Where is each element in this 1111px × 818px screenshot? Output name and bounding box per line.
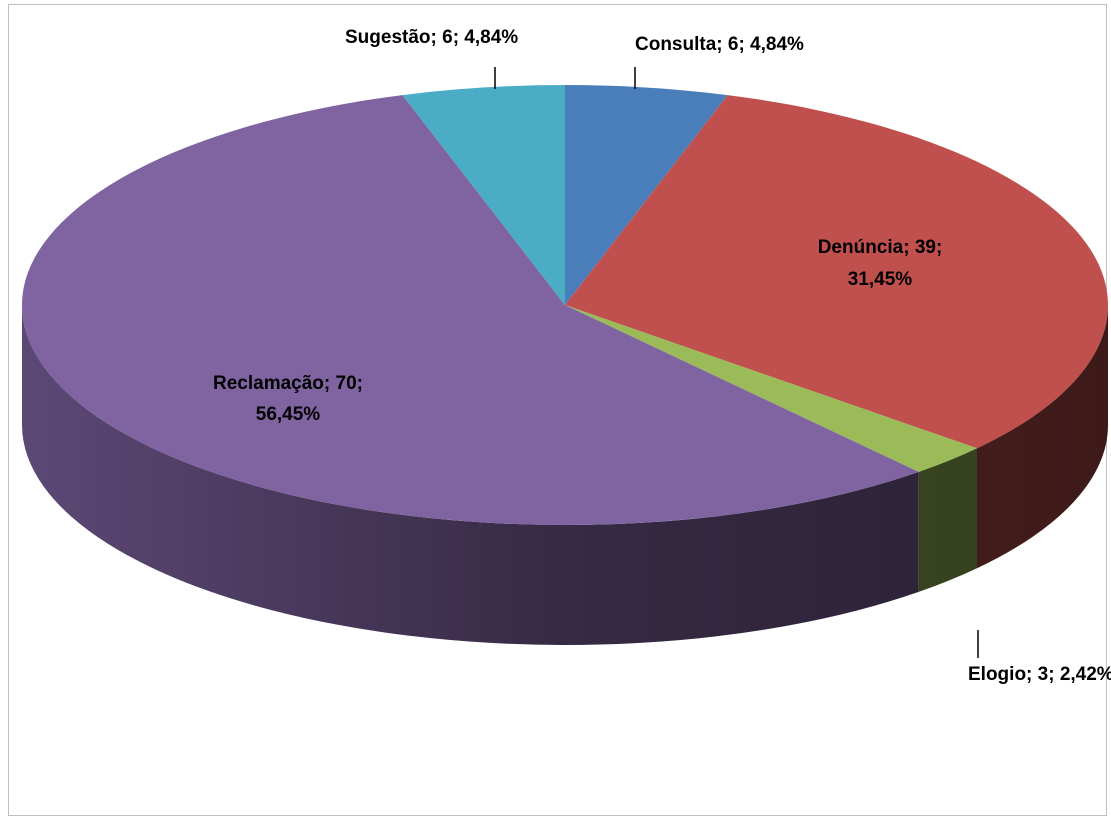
pie-side-reclamacao bbox=[22, 305, 919, 645]
pie-slice-reclamacao bbox=[22, 95, 919, 525]
slice-label-reclamacao: Reclamação; 70; bbox=[213, 373, 363, 394]
pie-side-elogio bbox=[918, 448, 978, 592]
pie-tops bbox=[22, 85, 1108, 525]
pie-slice-elogio bbox=[565, 305, 978, 472]
pie-slice-consulta bbox=[565, 85, 728, 305]
slice-label-consulta: Consulta; 6; 4,84% bbox=[635, 34, 804, 55]
slice-label-elogio: Elogio; 3; 2,42% bbox=[968, 664, 1111, 685]
pie-sides bbox=[22, 305, 1108, 645]
pie-slice-sugestao bbox=[402, 85, 565, 305]
leader-lines bbox=[494, 67, 979, 658]
slice-label-sugestao: Sugestão; 6; 4,84% bbox=[345, 27, 518, 48]
slice-percent-denuncia: 31,45% bbox=[848, 269, 913, 290]
slice-label-denuncia: Denúncia; 39; bbox=[818, 237, 943, 258]
pie-side-denuncia bbox=[977, 305, 1108, 569]
slice-percent-reclamacao: 56,45% bbox=[256, 404, 321, 425]
pie-slice-denuncia bbox=[565, 95, 1108, 449]
